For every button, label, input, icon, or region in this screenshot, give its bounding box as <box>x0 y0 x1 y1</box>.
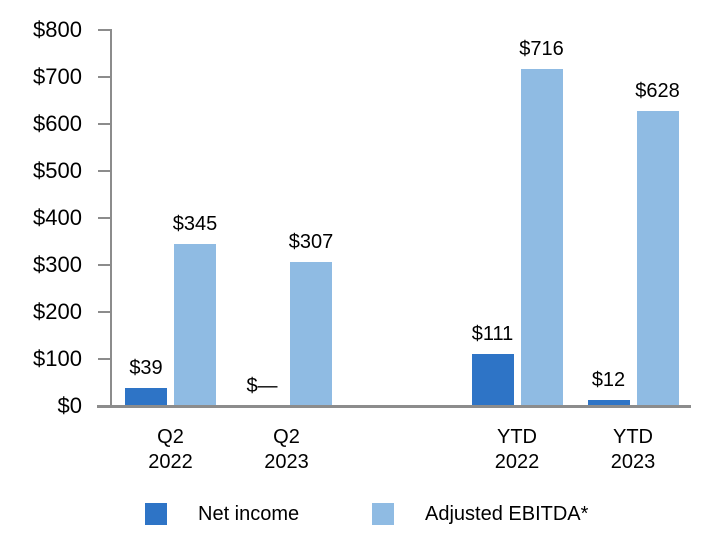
y-axis-tick <box>98 29 111 31</box>
bar-value-label: $628 <box>635 80 680 102</box>
bar-net-income-q2-2022 <box>125 388 167 406</box>
y-axis-tick-label: $400 <box>33 205 82 230</box>
y-axis-tick <box>98 170 111 172</box>
x-axis-category-line: 2023 <box>264 451 309 473</box>
x-axis-category-label: Q2 2022 <box>111 425 231 475</box>
x-axis-category-line: 2022 <box>494 451 540 473</box>
y-axis-tick-label: $300 <box>33 252 82 277</box>
y-axis-tick-label: $800 <box>33 17 82 42</box>
y-axis-tick <box>98 264 111 266</box>
x-axis-category-label: YTD 2023 <box>573 425 693 475</box>
bar-adjusted-ebitda-q2-2022 <box>174 244 216 406</box>
y-axis-tick <box>98 217 111 219</box>
y-axis-tick-label: $700 <box>33 64 82 89</box>
x-axis-category-line: 2022 <box>148 451 193 473</box>
x-axis-category-line: YTD <box>613 426 653 448</box>
bar-value-label: $307 <box>288 231 334 253</box>
x-axis-category-label: YTD 2022 <box>457 425 577 475</box>
y-axis-tick <box>98 76 111 78</box>
bar-net-income-ytd-2023 <box>587 400 630 406</box>
y-axis-tick-label: $500 <box>33 158 82 183</box>
bar-value-label: $12 <box>591 369 626 391</box>
bar-value-label: $39 <box>129 357 163 379</box>
y-axis-tick <box>98 358 111 360</box>
x-axis-category-line: Q2 <box>157 426 184 448</box>
bar-value-label: $— <box>246 375 278 397</box>
x-axis-line <box>97 405 691 408</box>
x-axis-category-label: Q2 2023 <box>227 425 347 475</box>
legend-swatch-net-income <box>145 503 167 525</box>
legend-swatch-adjusted-ebitda <box>372 503 394 525</box>
x-axis-category-line: YTD <box>497 426 537 448</box>
y-axis-tick-label: $200 <box>33 299 82 324</box>
legend-label-net-income: Net income <box>198 503 300 525</box>
y-axis-tick-label: $100 <box>33 346 82 371</box>
bar-adjusted-ebitda-ytd-2022 <box>520 69 563 406</box>
bar-value-label: $716 <box>519 38 564 60</box>
y-axis-tick <box>98 123 111 125</box>
y-axis-tick <box>98 311 111 313</box>
x-axis-category-line: Q2 <box>273 426 300 448</box>
y-axis-tick-label: $0 <box>57 393 82 418</box>
x-axis-category-line: 2023 <box>610 451 656 473</box>
y-axis-tick-label: $600 <box>33 111 82 136</box>
legend-label-adjusted-ebitda: Adjusted EBITDA* <box>425 503 589 525</box>
bar-value-label: $111 <box>471 323 514 345</box>
bar-adjusted-ebitda-q2-2023 <box>290 262 332 406</box>
bar-adjusted-ebitda-ytd-2023 <box>636 111 679 406</box>
y-axis-line <box>110 29 112 407</box>
bar-net-income-ytd-2022 <box>471 354 514 406</box>
bar-value-label: $345 <box>172 213 218 235</box>
